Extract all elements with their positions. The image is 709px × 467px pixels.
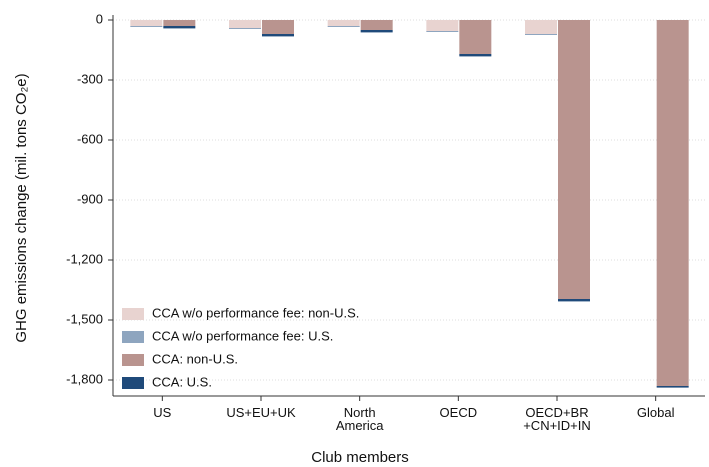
y-axis-title: GHG emissions change (mil. tons CO₂e) bbox=[13, 73, 30, 342]
bar-segment bbox=[656, 386, 689, 388]
y-tick-label: -600 bbox=[77, 131, 103, 146]
legend-swatch bbox=[122, 331, 144, 343]
bar-segment bbox=[163, 20, 196, 26]
legend-label: CCA w/o performance fee: U.S. bbox=[152, 328, 333, 343]
x-tick-label-line: Global bbox=[637, 405, 675, 420]
y-tick-label: -900 bbox=[77, 191, 103, 206]
legend-swatch bbox=[122, 354, 144, 366]
bar-segment bbox=[262, 20, 294, 34]
legend-swatch bbox=[122, 377, 144, 389]
bar-segment bbox=[130, 20, 163, 26]
x-tick-label: US bbox=[153, 405, 171, 420]
x-tick-label-line: America bbox=[336, 418, 384, 433]
x-tick-label-line: OECD bbox=[440, 405, 478, 420]
bar-segment bbox=[459, 54, 492, 57]
x-tick-label-line: US+EU+UK bbox=[226, 405, 296, 420]
x-tick-label: Global bbox=[637, 405, 675, 420]
bar-segment bbox=[459, 20, 492, 54]
bar-segment bbox=[262, 34, 294, 37]
y-tick-label: -1,800 bbox=[66, 371, 103, 386]
x-axis-title: Club members bbox=[311, 449, 409, 466]
y-tick-label: -300 bbox=[77, 71, 103, 86]
legend-label: CCA w/o performance fee: non-U.S. bbox=[152, 305, 359, 320]
x-tick-label-line: US bbox=[153, 405, 171, 420]
x-tick-label: North America bbox=[336, 405, 384, 433]
x-tick-label-line: North bbox=[344, 405, 376, 420]
legend-label: CCA: U.S. bbox=[152, 374, 212, 389]
bar-segment bbox=[558, 299, 590, 302]
y-tick-label: -1,500 bbox=[66, 311, 103, 326]
bar-segment bbox=[360, 30, 393, 33]
y-tick-label: -1,200 bbox=[66, 251, 103, 266]
bar-segment bbox=[558, 20, 590, 299]
x-tick-label-line: OECD+BR bbox=[525, 405, 588, 420]
x-tick-label: OECD bbox=[440, 405, 478, 420]
bar-segment bbox=[229, 28, 261, 29]
x-tick-label: US+EU+UK bbox=[226, 405, 296, 420]
bar-segment bbox=[426, 31, 459, 32]
bar-segment bbox=[360, 20, 393, 30]
bar-segment bbox=[229, 20, 261, 28]
bar-segment bbox=[656, 20, 689, 386]
legend-label: CCA: non-U.S. bbox=[152, 351, 238, 366]
bar-segment bbox=[525, 20, 557, 34]
y-tick-label: 0 bbox=[96, 11, 103, 26]
x-tick-label-line: +CN+ID+IN bbox=[523, 418, 591, 433]
bar-segment bbox=[130, 26, 163, 27]
bar-segment bbox=[327, 20, 360, 26]
legend-swatch bbox=[122, 308, 144, 320]
bar-segment bbox=[426, 20, 459, 31]
bar-segment bbox=[327, 26, 360, 27]
bar-segment bbox=[163, 26, 196, 29]
x-tick-label: OECD+BR +CN+ID+IN bbox=[523, 405, 591, 433]
bar-segment bbox=[525, 34, 557, 35]
